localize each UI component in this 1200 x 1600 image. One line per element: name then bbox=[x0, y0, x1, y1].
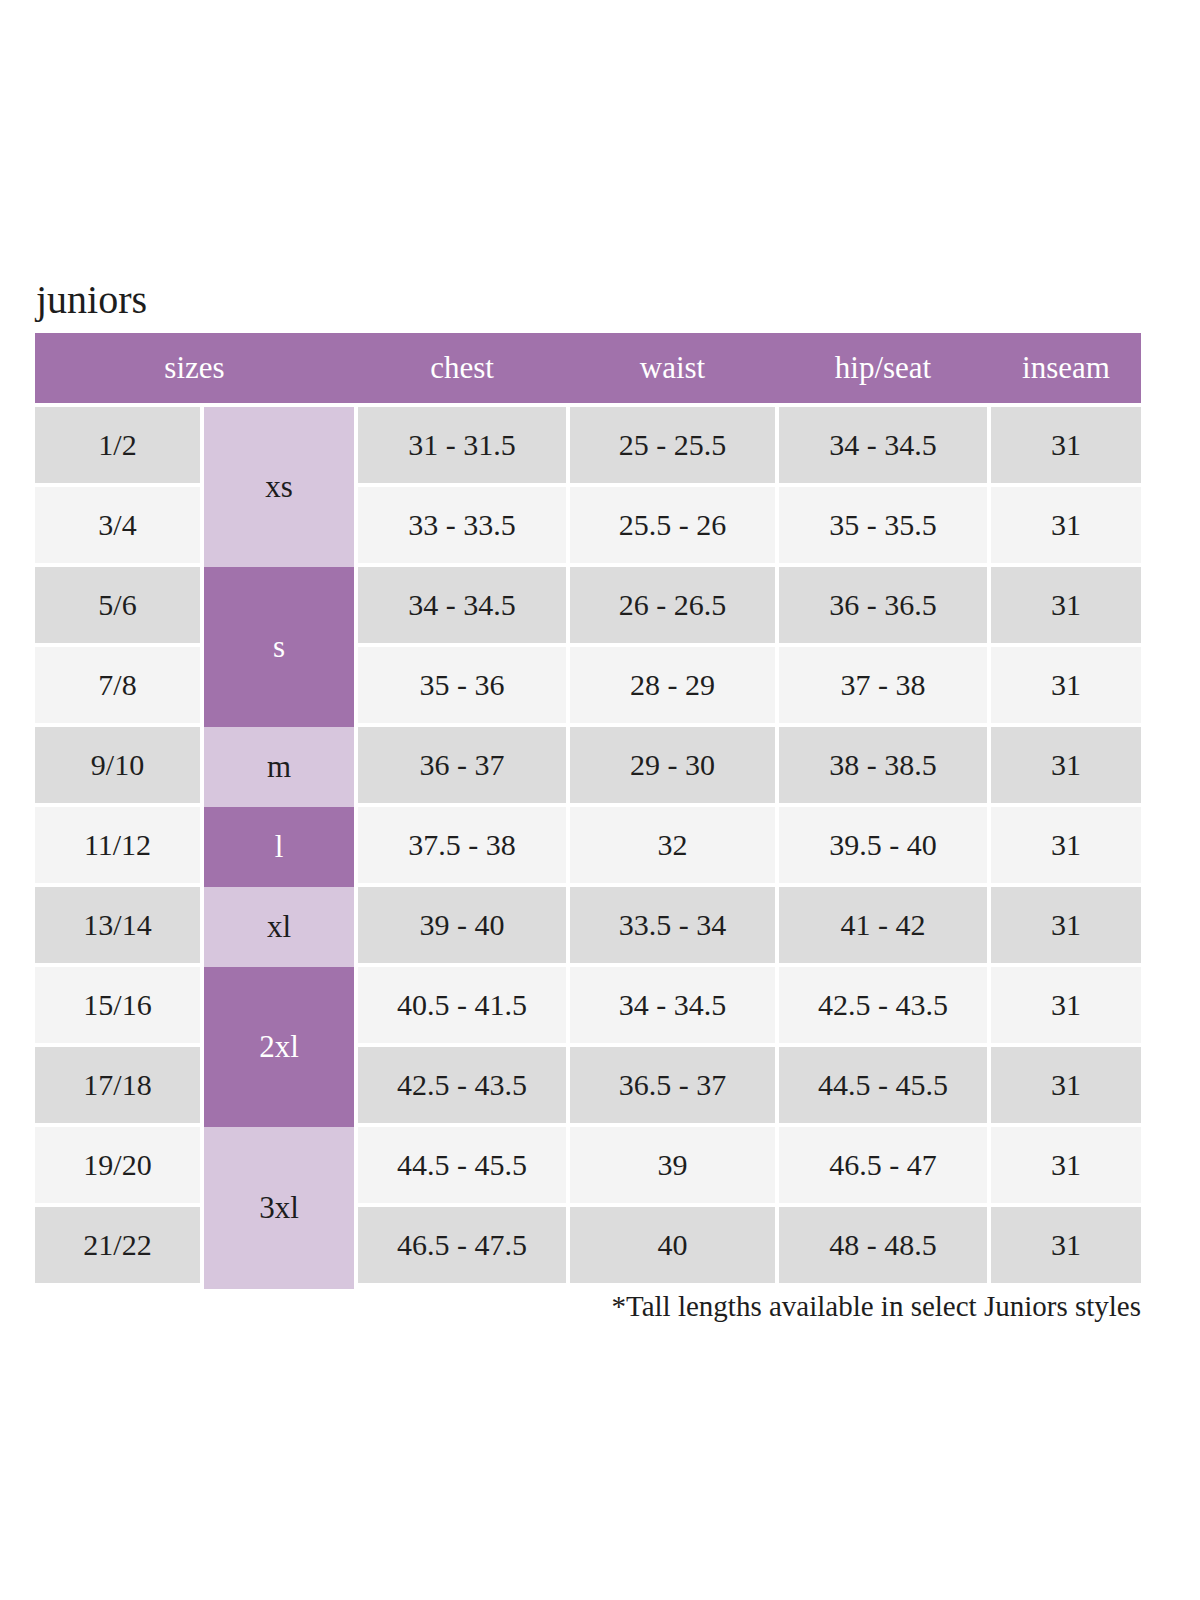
cell-waist: 39 bbox=[570, 1127, 775, 1203]
table-row: 19/20 44.5 - 45.5 39 46.5 - 47 31 bbox=[35, 1127, 1141, 1203]
cell-inseam: 31 bbox=[991, 967, 1141, 1043]
cell-chest: 44.5 - 45.5 bbox=[358, 1127, 566, 1203]
cell-size: 9/10 bbox=[35, 727, 200, 803]
cell-waist: 25.5 - 26 bbox=[570, 487, 775, 563]
table-row: 3/4 33 - 33.5 25.5 - 26 35 - 35.5 31 bbox=[35, 487, 1141, 563]
cell-size: 11/12 bbox=[35, 807, 200, 883]
cell-inseam: 31 bbox=[991, 887, 1141, 963]
table-body: 1/2 31 - 31.5 25 - 25.5 34 - 34.5 31 3/4… bbox=[35, 407, 1141, 1283]
cell-waist: 32 bbox=[570, 807, 775, 883]
cell-inseam: 31 bbox=[991, 1127, 1141, 1203]
cell-chest: 42.5 - 43.5 bbox=[358, 1047, 566, 1123]
size-group-column: xs s m l xl 2xl 3xl bbox=[204, 407, 354, 1289]
cell-size: 1/2 bbox=[35, 407, 200, 483]
cell-hip-seat: 38 - 38.5 bbox=[779, 727, 987, 803]
size-group-s: s bbox=[204, 567, 354, 727]
cell-chest: 46.5 - 47.5 bbox=[358, 1207, 566, 1283]
cell-chest: 39 - 40 bbox=[358, 887, 566, 963]
table-header-row: sizes chest waist hip/seat inseam bbox=[35, 333, 1141, 403]
cell-waist: 25 - 25.5 bbox=[570, 407, 775, 483]
cell-hip-seat: 39.5 - 40 bbox=[779, 807, 987, 883]
size-group-xl: xl bbox=[204, 887, 354, 967]
header-sizes: sizes bbox=[35, 333, 354, 403]
cell-chest: 36 - 37 bbox=[358, 727, 566, 803]
table-row: 9/10 36 - 37 29 - 30 38 - 38.5 31 bbox=[35, 727, 1141, 803]
cell-chest: 37.5 - 38 bbox=[358, 807, 566, 883]
cell-size: 17/18 bbox=[35, 1047, 200, 1123]
table-row: 13/14 39 - 40 33.5 - 34 41 - 42 31 bbox=[35, 887, 1141, 963]
table-row: 1/2 31 - 31.5 25 - 25.5 34 - 34.5 31 bbox=[35, 407, 1141, 483]
cell-hip-seat: 36 - 36.5 bbox=[779, 567, 987, 643]
footnote: *Tall lengths available in select Junior… bbox=[35, 1290, 1141, 1323]
cell-chest: 33 - 33.5 bbox=[358, 487, 566, 563]
cell-hip-seat: 34 - 34.5 bbox=[779, 407, 987, 483]
cell-inseam: 31 bbox=[991, 727, 1141, 803]
size-group-2xl: 2xl bbox=[204, 967, 354, 1127]
size-group-3xl: 3xl bbox=[204, 1127, 354, 1289]
cell-hip-seat: 44.5 - 45.5 bbox=[779, 1047, 987, 1123]
header-chest: chest bbox=[358, 333, 566, 403]
table-row: 5/6 34 - 34.5 26 - 26.5 36 - 36.5 31 bbox=[35, 567, 1141, 643]
cell-inseam: 31 bbox=[991, 807, 1141, 883]
header-waist: waist bbox=[570, 333, 775, 403]
juniors-size-table: sizes chest waist hip/seat inseam 1/2 31… bbox=[35, 333, 1141, 1323]
cell-hip-seat: 42.5 - 43.5 bbox=[779, 967, 987, 1043]
cell-inseam: 31 bbox=[991, 487, 1141, 563]
cell-chest: 35 - 36 bbox=[358, 647, 566, 723]
header-inseam: inseam bbox=[991, 333, 1141, 403]
cell-size: 5/6 bbox=[35, 567, 200, 643]
size-group-l: l bbox=[204, 807, 354, 887]
cell-hip-seat: 35 - 35.5 bbox=[779, 487, 987, 563]
cell-waist: 26 - 26.5 bbox=[570, 567, 775, 643]
cell-hip-seat: 48 - 48.5 bbox=[779, 1207, 987, 1283]
cell-size: 21/22 bbox=[35, 1207, 200, 1283]
cell-hip-seat: 41 - 42 bbox=[779, 887, 987, 963]
cell-chest: 40.5 - 41.5 bbox=[358, 967, 566, 1043]
table-row: 17/18 42.5 - 43.5 36.5 - 37 44.5 - 45.5 … bbox=[35, 1047, 1141, 1123]
cell-size: 3/4 bbox=[35, 487, 200, 563]
table-row: 15/16 40.5 - 41.5 34 - 34.5 42.5 - 43.5 … bbox=[35, 967, 1141, 1043]
cell-inseam: 31 bbox=[991, 567, 1141, 643]
cell-waist: 40 bbox=[570, 1207, 775, 1283]
cell-waist: 28 - 29 bbox=[570, 647, 775, 723]
cell-waist: 36.5 - 37 bbox=[570, 1047, 775, 1123]
cell-hip-seat: 37 - 38 bbox=[779, 647, 987, 723]
cell-size: 15/16 bbox=[35, 967, 200, 1043]
cell-chest: 31 - 31.5 bbox=[358, 407, 566, 483]
cell-hip-seat: 46.5 - 47 bbox=[779, 1127, 987, 1203]
table-row: 7/8 35 - 36 28 - 29 37 - 38 31 bbox=[35, 647, 1141, 723]
cell-inseam: 31 bbox=[991, 407, 1141, 483]
cell-size: 19/20 bbox=[35, 1127, 200, 1203]
size-group-m: m bbox=[204, 727, 354, 807]
cell-size: 7/8 bbox=[35, 647, 200, 723]
cell-waist: 29 - 30 bbox=[570, 727, 775, 803]
cell-chest: 34 - 34.5 bbox=[358, 567, 566, 643]
cell-inseam: 31 bbox=[991, 1207, 1141, 1283]
cell-inseam: 31 bbox=[991, 647, 1141, 723]
page-title: juniors bbox=[36, 280, 147, 320]
size-group-xs: xs bbox=[204, 407, 354, 567]
table-row: 21/22 46.5 - 47.5 40 48 - 48.5 31 bbox=[35, 1207, 1141, 1283]
size-chart-page: juniors sizes chest waist hip/seat insea… bbox=[0, 0, 1200, 1600]
cell-waist: 33.5 - 34 bbox=[570, 887, 775, 963]
cell-waist: 34 - 34.5 bbox=[570, 967, 775, 1043]
table-row: 11/12 37.5 - 38 32 39.5 - 40 31 bbox=[35, 807, 1141, 883]
header-hip-seat: hip/seat bbox=[779, 333, 987, 403]
cell-inseam: 31 bbox=[991, 1047, 1141, 1123]
cell-size: 13/14 bbox=[35, 887, 200, 963]
